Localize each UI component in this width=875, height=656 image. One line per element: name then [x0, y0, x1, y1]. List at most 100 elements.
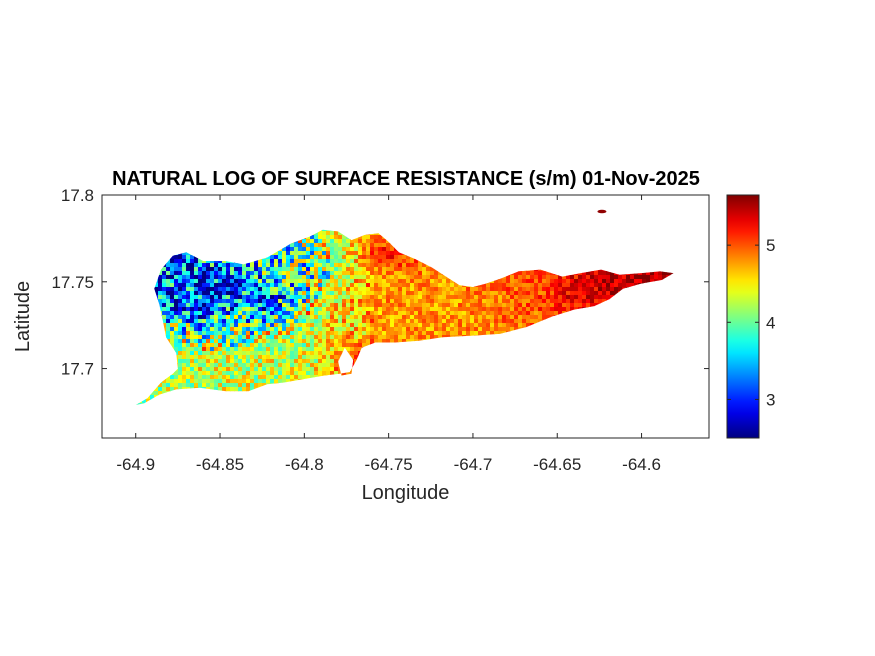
map-cell — [170, 319, 175, 324]
map-cell — [314, 331, 319, 336]
map-cell — [358, 347, 363, 352]
map-cell — [246, 315, 251, 320]
map-cell — [314, 243, 319, 248]
map-cell — [370, 327, 375, 332]
map-cell — [194, 339, 199, 344]
map-cell — [234, 367, 239, 372]
map-cell — [222, 335, 227, 340]
map-cell — [390, 299, 395, 304]
map-cell — [282, 259, 287, 264]
map-cell — [142, 399, 147, 404]
map-cell — [390, 323, 395, 328]
map-cell — [286, 247, 291, 252]
map-cell — [358, 339, 363, 344]
map-cell — [162, 307, 167, 312]
map-cell — [178, 291, 183, 296]
map-cell — [222, 331, 227, 336]
map-cell — [174, 267, 179, 272]
map-cell — [374, 255, 379, 260]
map-cell — [386, 255, 391, 260]
map-cell — [270, 331, 275, 336]
map-cell — [206, 331, 211, 336]
map-cell — [342, 339, 347, 344]
map-cell — [206, 319, 211, 324]
map-cell — [238, 367, 243, 372]
map-cell — [406, 339, 411, 344]
map-cell — [238, 275, 243, 280]
map-cell — [426, 303, 431, 308]
map-cell — [338, 335, 343, 340]
map-cell — [370, 331, 375, 336]
map-cell — [238, 311, 243, 316]
map-cell — [410, 303, 415, 308]
map-cell — [314, 355, 319, 360]
map-cell — [194, 275, 199, 280]
map-cell — [402, 315, 407, 320]
map-cell — [314, 259, 319, 264]
map-cell — [222, 351, 227, 356]
map-cell — [406, 275, 411, 280]
map-cell — [386, 259, 391, 264]
map-cell — [374, 315, 379, 320]
map-cell — [238, 347, 243, 352]
map-cell — [282, 311, 287, 316]
map-cell — [186, 315, 191, 320]
map-cell — [426, 331, 431, 336]
map-cell — [266, 375, 271, 380]
map-cell — [222, 287, 227, 292]
map-cell — [230, 263, 235, 268]
map-cell — [302, 247, 307, 252]
map-cell — [366, 327, 371, 332]
map-cell — [426, 287, 431, 292]
map-cell — [270, 375, 275, 380]
map-cell — [250, 299, 255, 304]
map-cell — [318, 363, 323, 368]
map-cell — [298, 299, 303, 304]
map-cell — [214, 375, 219, 380]
map-cell — [270, 303, 275, 308]
map-cell — [266, 255, 271, 260]
map-cell — [294, 371, 299, 376]
map-cell — [294, 363, 299, 368]
map-cell — [282, 331, 287, 336]
map-cell — [394, 267, 399, 272]
map-cell — [394, 331, 399, 336]
map-cell — [262, 359, 267, 364]
map-cell — [262, 311, 267, 316]
map-cell — [226, 283, 231, 288]
map-cell — [362, 243, 367, 248]
map-cell — [194, 383, 199, 388]
map-cell — [302, 295, 307, 300]
map-cell — [234, 271, 239, 276]
map-cell — [274, 379, 279, 384]
map-cell — [278, 263, 283, 268]
map-cell — [186, 327, 191, 332]
map-cell — [210, 275, 215, 280]
map-cell — [210, 387, 215, 392]
map-cell — [370, 259, 375, 264]
map-cell — [234, 311, 239, 316]
map-cell — [274, 299, 279, 304]
map-cell — [390, 311, 395, 316]
map-cell — [322, 279, 327, 284]
map-cell — [254, 359, 259, 364]
map-cell — [382, 275, 387, 280]
map-cell — [234, 307, 239, 312]
map-cell — [334, 355, 339, 360]
map-cell — [394, 311, 399, 316]
map-cell — [334, 351, 339, 356]
map-cell — [254, 303, 259, 308]
map-cell — [406, 311, 411, 316]
map-cell — [334, 259, 339, 264]
map-cell — [350, 303, 355, 308]
map-cell — [230, 315, 235, 320]
map-cell — [346, 323, 351, 328]
map-cell — [270, 291, 275, 296]
map-cell — [182, 311, 187, 316]
map-cell — [206, 279, 211, 284]
map-cell — [270, 279, 275, 284]
map-cell — [174, 351, 179, 356]
map-cell — [410, 307, 415, 312]
map-cell — [306, 267, 311, 272]
map-cell — [206, 323, 211, 328]
